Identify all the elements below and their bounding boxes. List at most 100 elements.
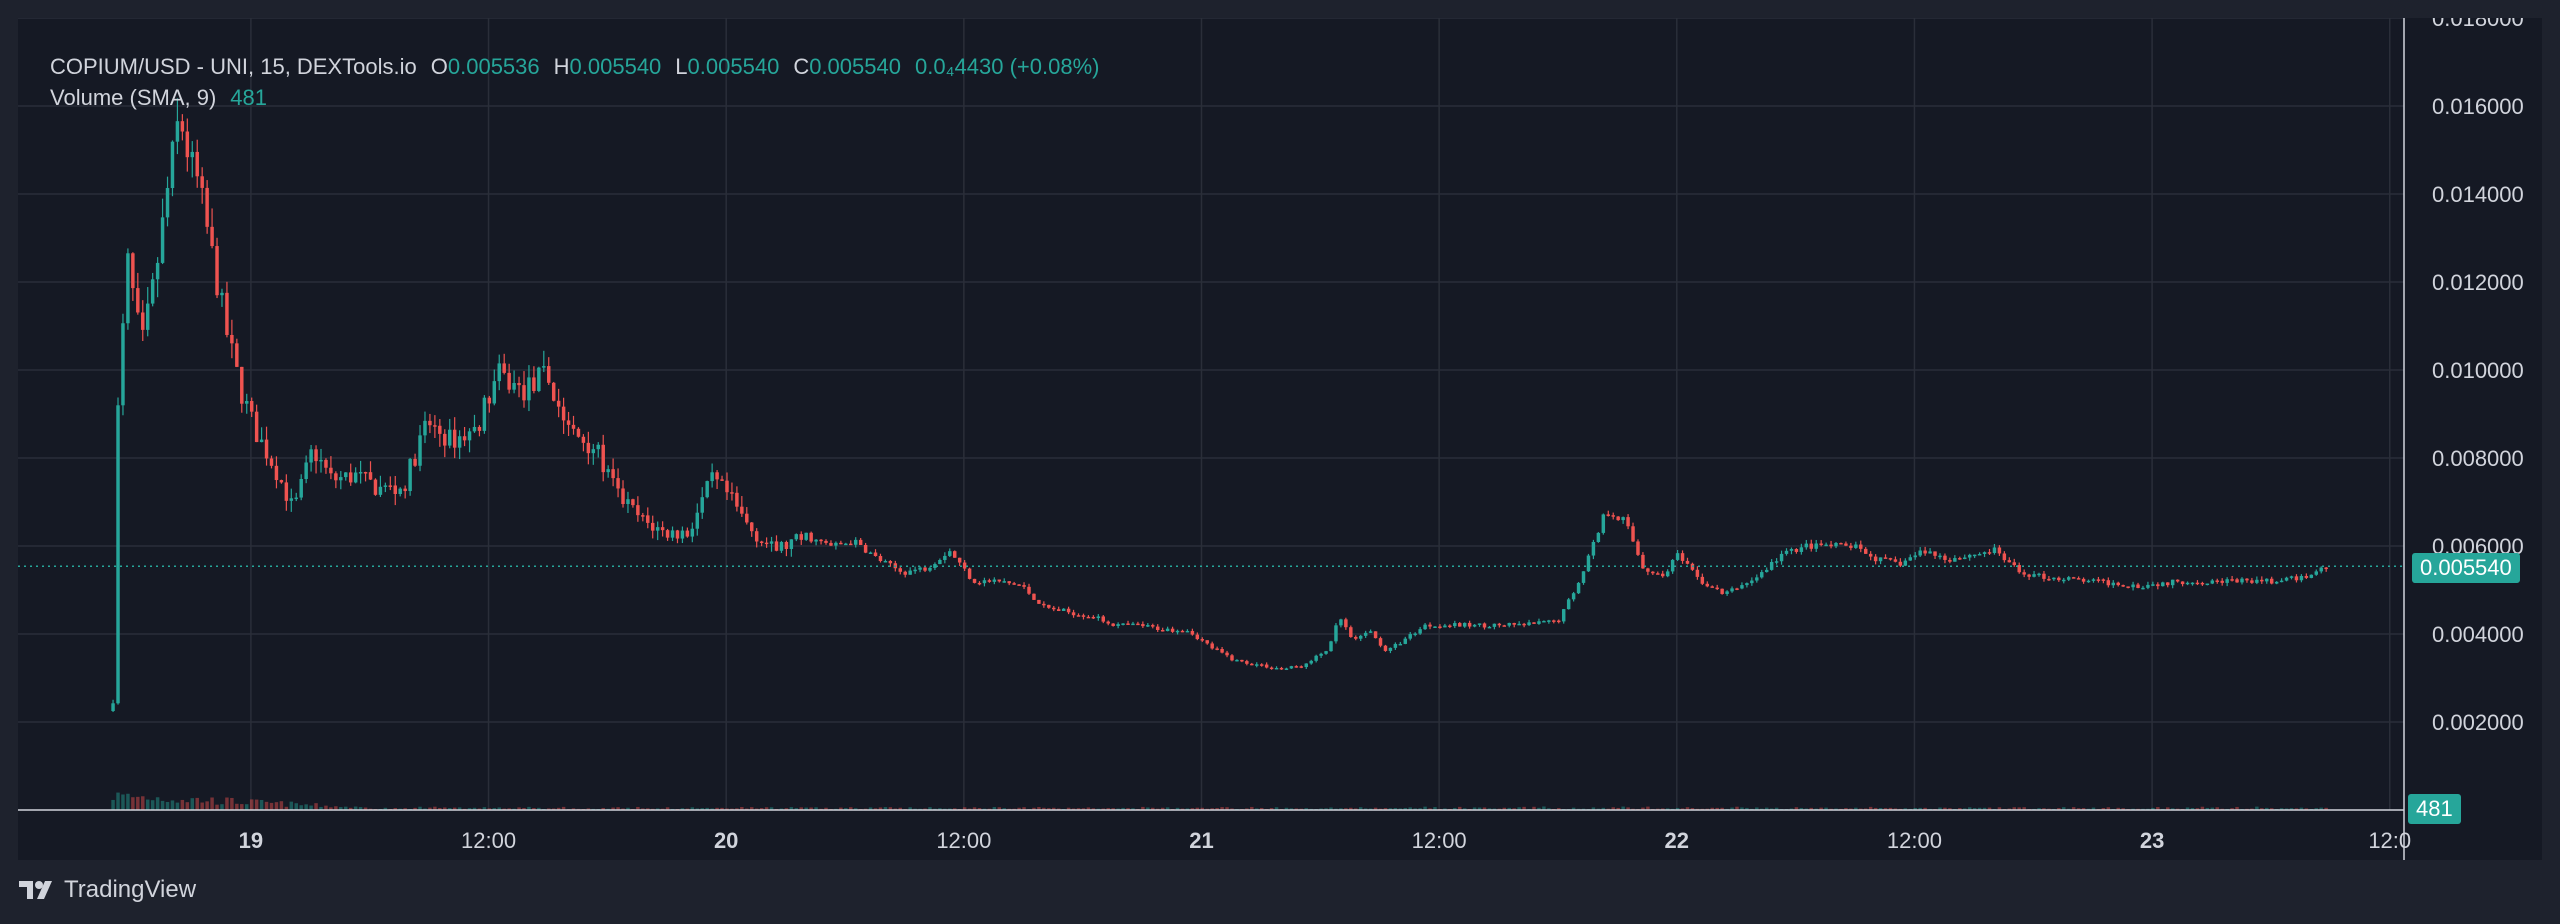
candle-body: [1517, 623, 1521, 626]
volume-bar: [878, 807, 883, 810]
volume-bar: [245, 804, 249, 810]
volume-bar: [2210, 807, 2215, 810]
candle-body: [1032, 593, 1036, 600]
candle-body: [2289, 576, 2294, 578]
candle-body: [2225, 579, 2229, 583]
candle-body: [1042, 603, 1046, 606]
candle-body: [1354, 636, 1358, 639]
candle-body: [2210, 580, 2215, 584]
candle-body: [2002, 553, 2007, 561]
price-chart[interactable]: 0.018000 0.016000 0.014000 0.012000 0.010000…: [18, 18, 2542, 860]
candle-body: [299, 478, 303, 498]
candle-body: [1502, 625, 1507, 627]
volume-bar: [972, 807, 977, 810]
candle-body: [2101, 579, 2106, 581]
volume-bar: [1963, 808, 1967, 810]
volume-bar: [1131, 808, 1135, 810]
candle-body: [655, 527, 660, 531]
candle-body: [443, 433, 447, 446]
candle-body: [1279, 667, 1284, 670]
volume-bar: [908, 807, 912, 810]
volume-bar: [1819, 807, 1823, 810]
volume-bar: [705, 807, 709, 810]
candle-body: [1155, 626, 1160, 631]
candle-body: [725, 480, 729, 493]
candle-body: [1185, 630, 1190, 633]
volume-bar: [1854, 807, 1858, 810]
candle-body: [784, 541, 789, 549]
candle-body: [675, 530, 680, 539]
volume-bar: [1255, 808, 1259, 810]
candle-body: [467, 431, 472, 441]
volume-bar: [1641, 807, 1645, 810]
low-value: 0.005540: [687, 54, 780, 79]
volume-bar: [1106, 808, 1110, 810]
volume-bar: [1274, 807, 1279, 810]
candle-body: [1774, 561, 1779, 563]
candle-body: [878, 556, 883, 562]
candle-body: [690, 528, 695, 537]
candle-body: [1923, 550, 1927, 554]
candle-body: [829, 542, 833, 546]
candle-body: [497, 363, 501, 382]
candle-body: [987, 580, 992, 582]
volume-bar: [220, 804, 224, 810]
candle-body: [1438, 626, 1442, 628]
volume-bar: [136, 796, 140, 810]
volume-bar: [403, 808, 407, 810]
volume-bar: [522, 807, 526, 810]
candle-body: [1695, 569, 1700, 577]
high-label: H: [553, 54, 570, 79]
volume-bar: [2304, 808, 2309, 810]
candle-body: [2136, 584, 2140, 588]
candle-body: [1794, 548, 1799, 552]
candle-body: [334, 473, 338, 481]
volume-bar: [720, 807, 724, 810]
symbol-title[interactable]: COPIUM/USD - UNI, 15, DEXTools.io: [50, 54, 417, 79]
volume-bar: [334, 806, 338, 810]
volume-bar: [1358, 807, 1363, 810]
volume-bar: [482, 807, 487, 810]
volume-bar: [1165, 807, 1170, 810]
volume-bar: [413, 807, 417, 810]
candle-body: [1344, 619, 1348, 628]
volume-bar: [2235, 806, 2239, 810]
y-tick-label: 0.018000: [2432, 18, 2524, 31]
volume-bar: [1418, 808, 1422, 810]
candle-body: [220, 292, 224, 296]
candle-body: [2195, 582, 2200, 585]
volume-bar: [2319, 807, 2323, 810]
candle-body: [2314, 571, 2319, 575]
volume-bar: [809, 807, 813, 810]
candle-body: [1378, 638, 1383, 646]
candle-body: [1660, 573, 1665, 577]
volume-bar: [1824, 807, 1828, 810]
candle-body: [2066, 577, 2071, 580]
candle-body: [1834, 542, 1838, 547]
candle-body: [304, 462, 308, 479]
volume-bar: [2260, 808, 2264, 810]
volume-bar: [165, 801, 170, 810]
volume-bar: [2205, 807, 2210, 810]
candle-body: [1121, 623, 1125, 625]
chart-frame[interactable]: 0.018000 0.016000 0.014000 0.012000 0.010000…: [18, 18, 2542, 860]
volume-bar: [1646, 806, 1650, 810]
volume-bar: [269, 802, 274, 810]
candle-body: [967, 568, 972, 579]
tradingview-brand[interactable]: TradingView: [18, 876, 196, 904]
volume-bar: [2170, 808, 2175, 810]
volume-bar: [304, 804, 308, 810]
candle-body: [1383, 645, 1388, 651]
candle-body: [2294, 576, 2299, 581]
volume-bar: [898, 807, 903, 810]
candle-body: [339, 477, 343, 481]
candle-body: [2235, 579, 2239, 583]
candle-body: [606, 469, 610, 473]
candle-body: [809, 532, 813, 542]
candle-body: [175, 121, 180, 142]
volume-bar: [1809, 807, 1813, 810]
candle-body: [2151, 584, 2155, 586]
volume-bar: [527, 806, 531, 810]
volume-label[interactable]: Volume (SMA, 9): [50, 85, 217, 110]
candle-body: [2007, 560, 2012, 563]
